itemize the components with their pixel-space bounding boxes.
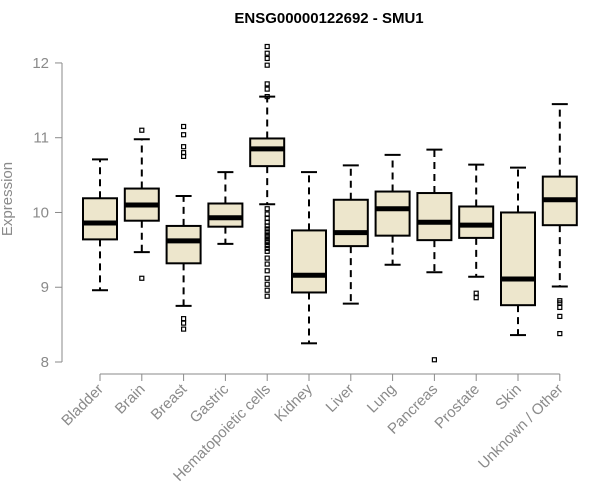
outlier-point bbox=[473, 290, 479, 296]
outlier-point bbox=[557, 330, 563, 337]
outlier-point bbox=[264, 43, 270, 50]
iqr-box bbox=[500, 211, 536, 307]
outlier-point bbox=[181, 320, 187, 326]
x-tick-label: Breast bbox=[148, 380, 191, 423]
x-tick-label: Liver bbox=[323, 381, 358, 416]
x-tick-label: Kidney bbox=[271, 380, 316, 425]
chart-title: ENSG00000122692 - SMU1 bbox=[234, 10, 423, 27]
iqr-box bbox=[458, 205, 495, 239]
y-tick-label: 8 bbox=[41, 354, 49, 371]
x-tick-label: Bladder bbox=[58, 381, 107, 430]
box-prostate bbox=[458, 163, 495, 301]
outlier-point bbox=[139, 127, 145, 133]
outlier-point bbox=[264, 226, 270, 232]
outlier-point bbox=[264, 242, 270, 248]
iqr-box bbox=[332, 198, 369, 248]
y-tick-label: 10 bbox=[32, 204, 49, 221]
outlier-point bbox=[264, 261, 270, 267]
x-tick-label: Lung bbox=[364, 381, 400, 417]
iqr-box bbox=[249, 137, 286, 168]
outlier-point bbox=[557, 313, 563, 319]
outlier-point bbox=[557, 298, 563, 304]
outlier-point bbox=[431, 357, 437, 363]
outlier-point bbox=[264, 255, 270, 261]
box-unknown-other bbox=[541, 103, 578, 337]
outlier-point bbox=[264, 211, 270, 217]
iqr-box bbox=[82, 197, 118, 241]
outlier-point bbox=[264, 86, 270, 92]
iqr-box bbox=[374, 190, 411, 237]
outlier-point bbox=[264, 248, 270, 254]
outlier-point bbox=[264, 287, 270, 293]
outlier-point bbox=[181, 123, 187, 130]
x-tick-label: Brain bbox=[112, 381, 149, 418]
x-tick-label: Prostate bbox=[431, 381, 483, 433]
box-brain bbox=[123, 127, 160, 281]
box-bladder bbox=[82, 158, 118, 292]
outlier-point bbox=[181, 132, 187, 138]
outlier-point bbox=[181, 326, 187, 332]
outlier-point bbox=[181, 316, 187, 322]
outlier-point bbox=[264, 281, 270, 287]
box-hematopoietic-cells bbox=[249, 43, 286, 299]
outlier-point bbox=[264, 268, 270, 274]
box-breast bbox=[165, 123, 202, 332]
box-liver bbox=[332, 164, 369, 305]
outlier-point bbox=[139, 275, 145, 281]
outlier-point bbox=[181, 144, 187, 150]
box-pancreas bbox=[416, 148, 453, 363]
outlier-point bbox=[557, 304, 563, 311]
outlier-point bbox=[264, 275, 270, 281]
outlier-point bbox=[264, 293, 270, 299]
outlier-point bbox=[264, 229, 270, 235]
box-gastric bbox=[207, 171, 244, 245]
outlier-point bbox=[264, 81, 270, 87]
iqr-box bbox=[291, 229, 327, 294]
outlier-point bbox=[264, 237, 270, 243]
box-kidney bbox=[291, 171, 327, 345]
outlier-point bbox=[264, 232, 270, 238]
box-series bbox=[82, 43, 578, 363]
box-lung bbox=[374, 153, 411, 266]
y-tick-label: 9 bbox=[41, 279, 49, 296]
iqr-box bbox=[207, 202, 244, 228]
outlier-point bbox=[264, 93, 270, 100]
outlier-point bbox=[473, 295, 479, 301]
iqr-box bbox=[416, 192, 453, 242]
x-tick-label: Skin bbox=[492, 381, 525, 414]
y-tick-label: 11 bbox=[33, 130, 49, 147]
outlier-point bbox=[264, 245, 270, 251]
iqr-box bbox=[165, 224, 202, 265]
outlier-point bbox=[264, 206, 270, 212]
y-tick-label: 12 bbox=[32, 55, 49, 72]
outlier-point bbox=[264, 62, 270, 68]
box-skin bbox=[500, 166, 536, 337]
outlier-point bbox=[264, 55, 270, 62]
y-axis: 8 9 10 11 12 bbox=[32, 55, 63, 371]
outlier-point bbox=[181, 150, 187, 156]
y-axis-label: Expression bbox=[0, 162, 16, 236]
outlier-point bbox=[264, 50, 270, 56]
